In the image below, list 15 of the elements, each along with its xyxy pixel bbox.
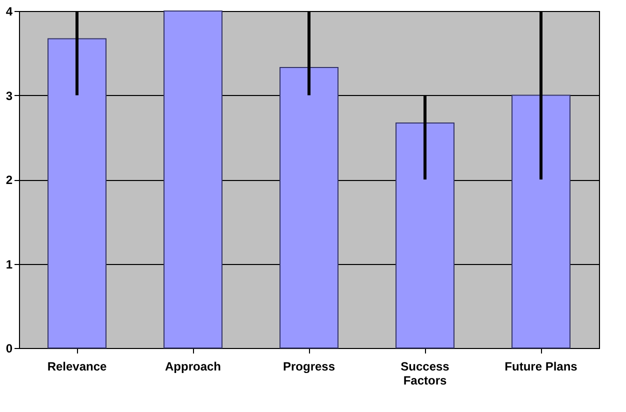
bar bbox=[512, 94, 570, 348]
y-tick-label: 1 bbox=[6, 257, 13, 272]
bar bbox=[396, 122, 454, 348]
y-tick-label: 2 bbox=[6, 173, 13, 187]
x-tick-label: Approach bbox=[164, 360, 222, 374]
bar bbox=[280, 66, 338, 348]
bar bbox=[164, 10, 222, 348]
y-tick-label: 4 bbox=[6, 4, 13, 18]
x-tick-label: Future Plans bbox=[504, 360, 578, 374]
y-tick-label: 3 bbox=[6, 88, 13, 103]
x-tick-label: Progress bbox=[282, 360, 336, 374]
bar bbox=[48, 38, 106, 348]
y-tick-label: 0 bbox=[6, 342, 13, 356]
x-tick-label: Relevance bbox=[47, 360, 108, 374]
x-tick-label: Success Factors bbox=[400, 360, 450, 388]
